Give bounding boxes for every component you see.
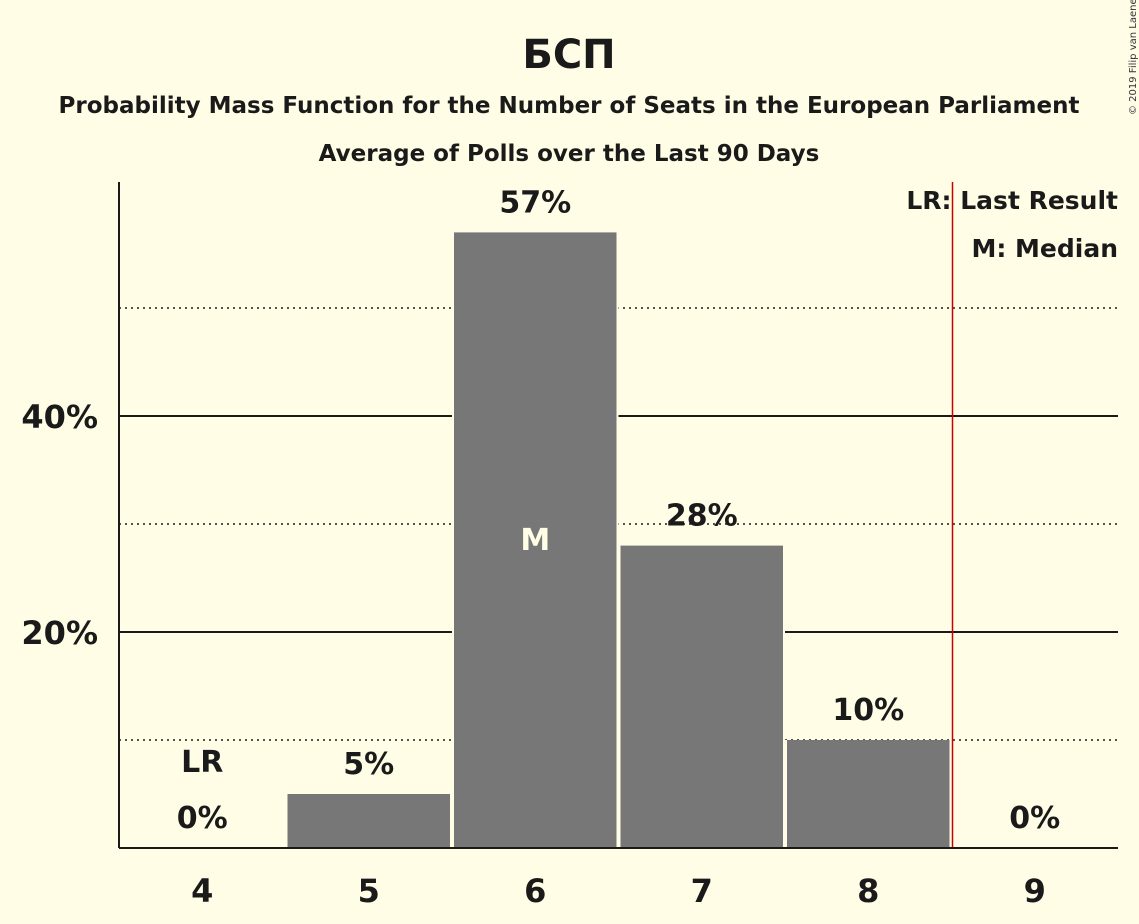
bar-6 — [454, 232, 617, 848]
x-tick-label-6: 6 — [524, 872, 546, 910]
y-tick-label: 20% — [21, 614, 98, 652]
x-tick-label-4: 4 — [191, 872, 213, 910]
chart-title: БСП — [522, 32, 615, 78]
axes — [118, 182, 1118, 849]
chart-subtitle-2: Average of Polls over the Last 90 Days — [319, 141, 820, 167]
chart-subtitle: Probability Mass Function for the Number… — [59, 93, 1080, 119]
data-label-9: 0% — [1009, 801, 1060, 836]
data-label-6: 57% — [499, 185, 571, 220]
bar-8 — [787, 740, 950, 848]
data-label-7: 28% — [666, 499, 738, 534]
x-tick-label-5: 5 — [358, 872, 380, 910]
median-marker: M — [520, 523, 550, 558]
legend-median: M: Median — [971, 234, 1118, 263]
x-tick-label-9: 9 — [1024, 872, 1046, 910]
data-label-5: 5% — [343, 747, 394, 782]
x-tick-label-7: 7 — [691, 872, 713, 910]
data-label-4: 0% — [177, 801, 228, 836]
y-tick-label: 40% — [21, 398, 98, 436]
last-result-marker: LR — [181, 745, 223, 780]
bars — [285, 232, 952, 848]
legend: LR: Last Result M: Median — [906, 186, 1118, 263]
x-tick-label-8: 8 — [857, 872, 879, 910]
legend-last-result: LR: Last Result — [906, 186, 1118, 215]
copyright: © 2019 Filip van Laenen — [1128, 0, 1139, 115]
bar-5 — [287, 794, 450, 848]
labels: 20% 40% 0% 4 LR 5% 5 57% 6 M 28% 7 10% 8 0% 9 — [21, 185, 1060, 910]
bar-7 — [620, 545, 783, 848]
data-label-8: 10% — [832, 693, 904, 728]
